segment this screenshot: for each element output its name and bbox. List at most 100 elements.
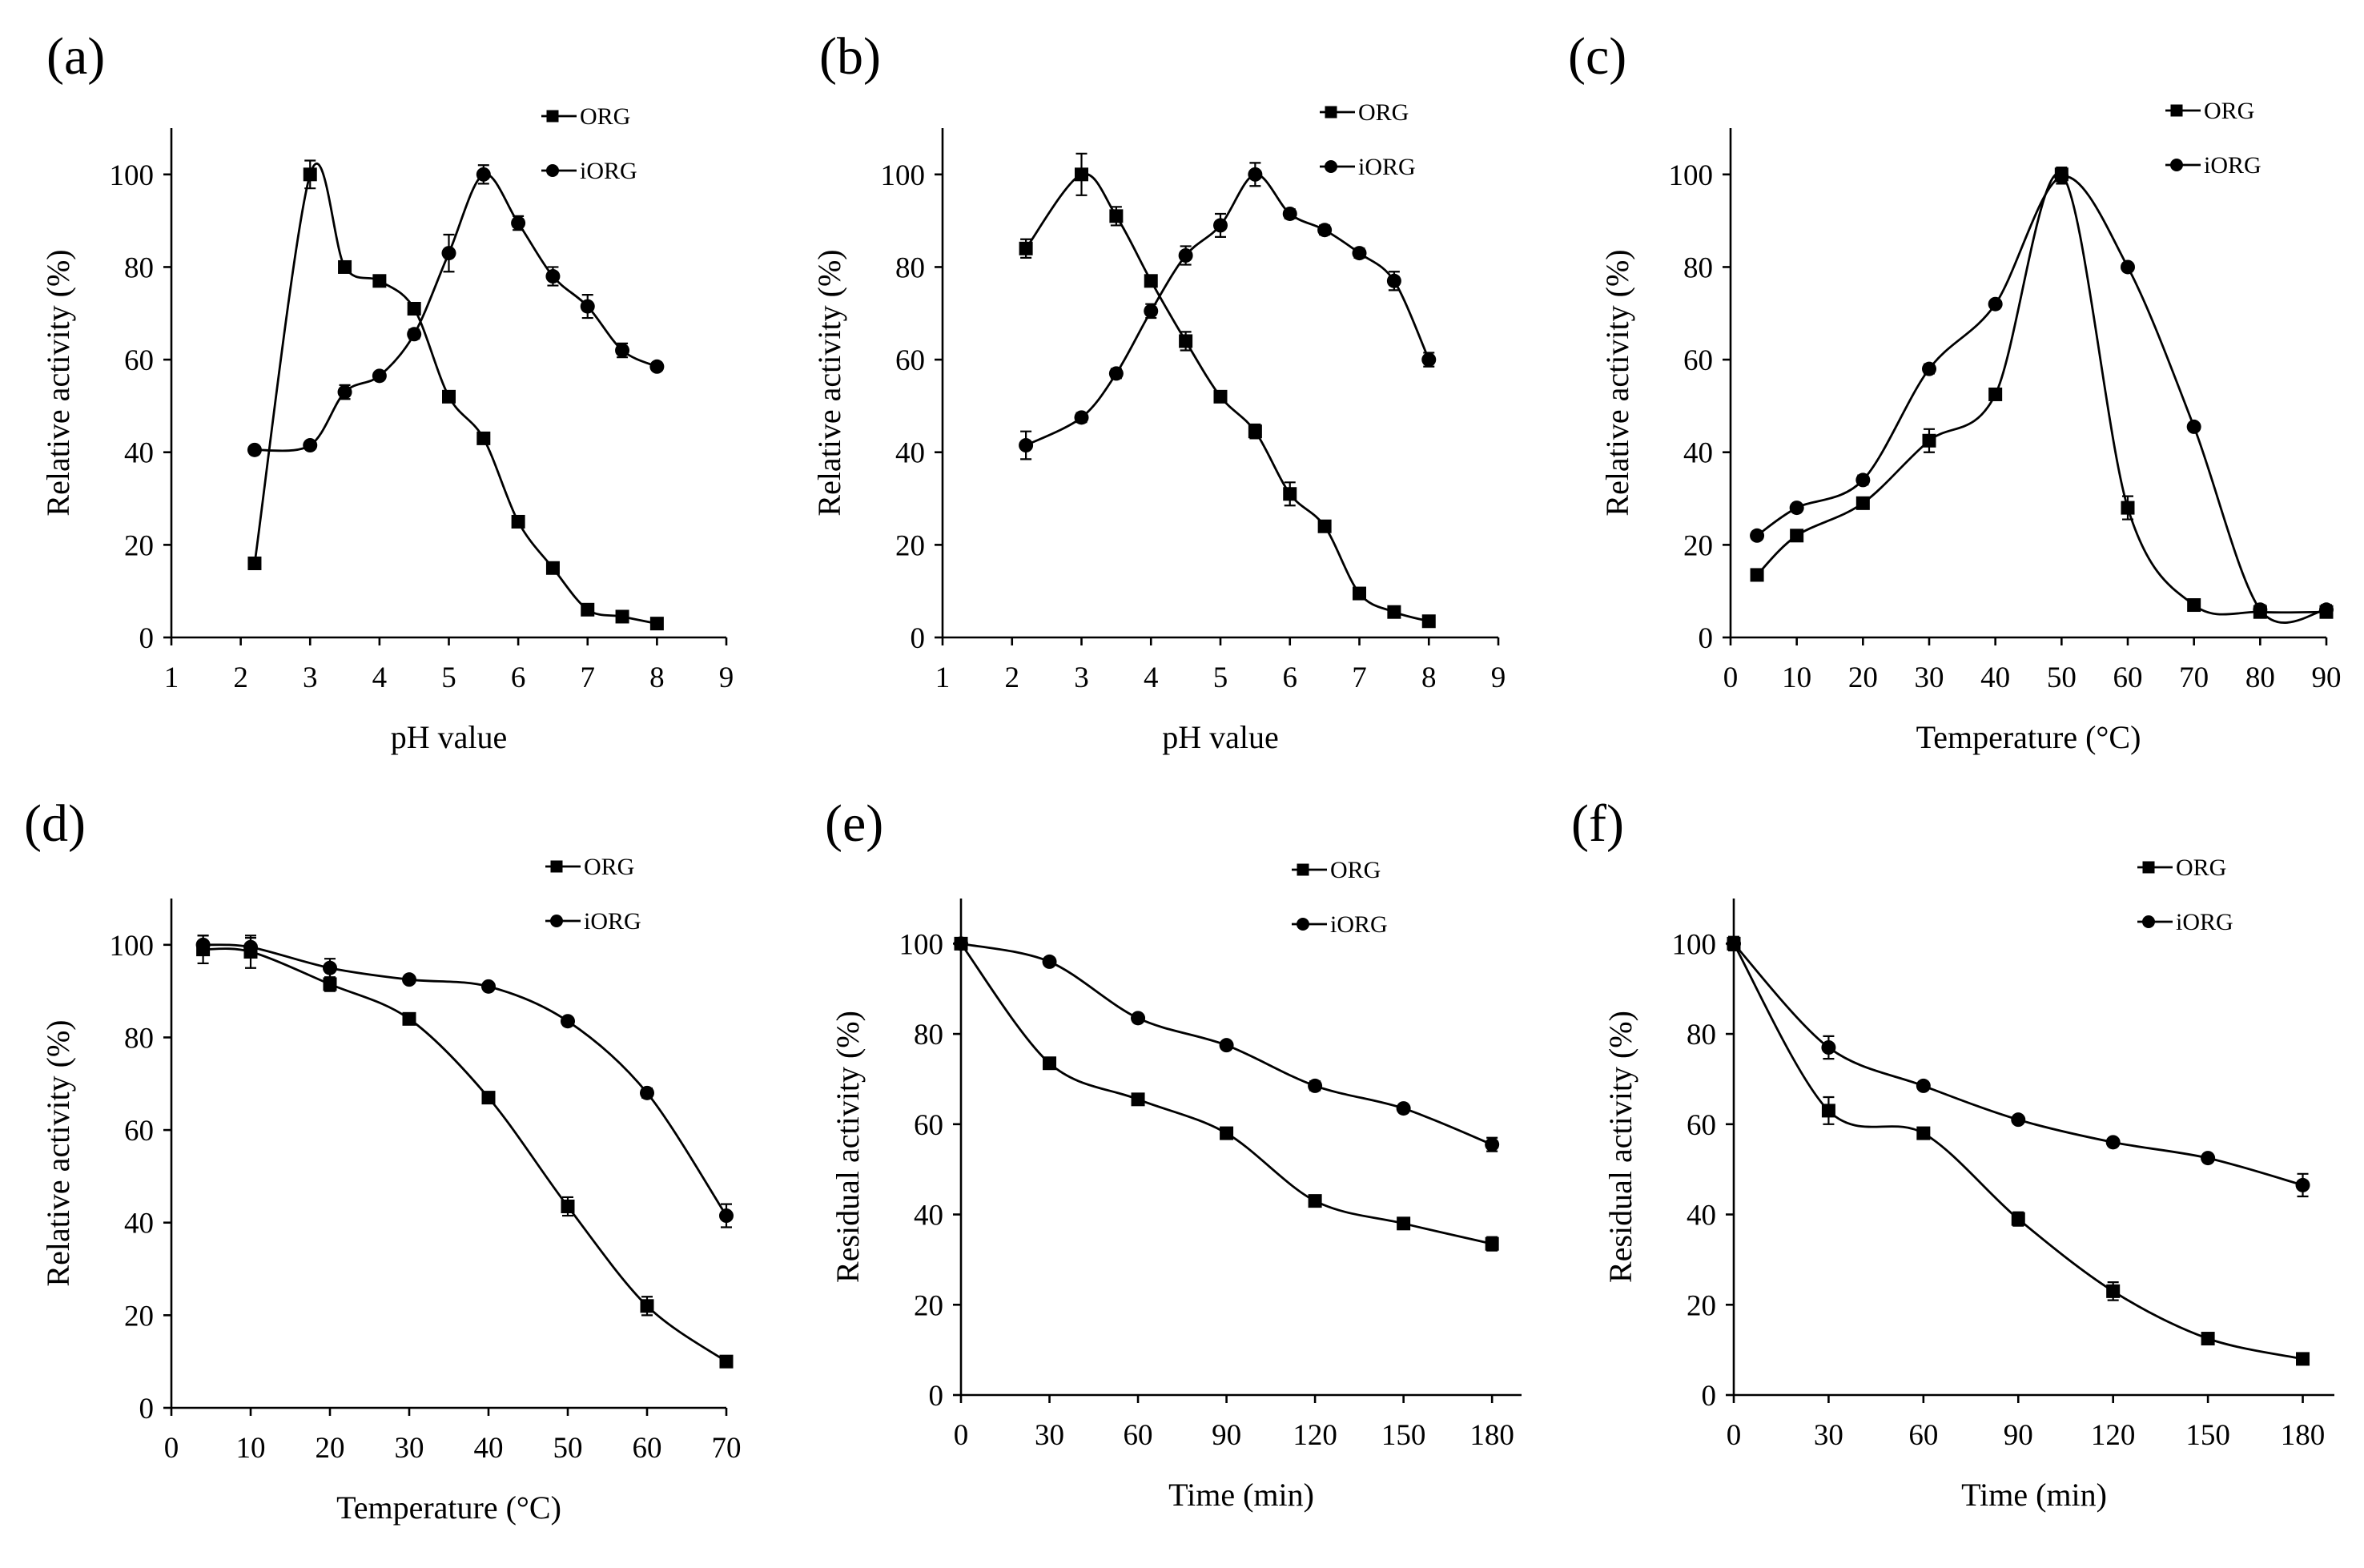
data-point bbox=[476, 167, 491, 182]
x-tick-label: 150 bbox=[1381, 1419, 1426, 1452]
chart-panel-e: (e) 0 20 40 60 80 100 0 30 60 90 120 150 180 Time (min… bbox=[825, 794, 1522, 1513]
data-point bbox=[1074, 410, 1089, 425]
x-tick-label: 3 bbox=[1074, 661, 1089, 694]
y-tick-label: 100 bbox=[1672, 928, 1717, 961]
legend-marker bbox=[2170, 159, 2183, 171]
data-point bbox=[1988, 296, 2003, 312]
x-tick-label: 60 bbox=[1124, 1419, 1153, 1452]
data-point bbox=[2295, 1177, 2310, 1192]
y-tick-label: 100 bbox=[110, 159, 155, 192]
data-point bbox=[1386, 273, 1401, 288]
legend-label: ORG bbox=[1330, 857, 1381, 883]
x-axis-label: Time (min) bbox=[1168, 1477, 1314, 1513]
x-tick-label: 30 bbox=[1814, 1419, 1843, 1452]
series-line bbox=[203, 943, 728, 1216]
data-point bbox=[2106, 1284, 2121, 1298]
legend-entry: iORG bbox=[1292, 911, 1388, 938]
series-line bbox=[1756, 175, 2327, 624]
data-point bbox=[323, 977, 337, 991]
data-point bbox=[719, 1208, 734, 1224]
data-point bbox=[372, 368, 387, 384]
data-point bbox=[545, 269, 561, 284]
x-tick-label: 10 bbox=[236, 1432, 266, 1465]
data-point bbox=[407, 327, 422, 342]
data-point bbox=[719, 1354, 734, 1369]
data-point bbox=[402, 1011, 416, 1026]
legend-label: iORG bbox=[584, 908, 641, 935]
data-point bbox=[2253, 602, 2268, 617]
x-tick-label: 8 bbox=[649, 661, 665, 694]
x-tick-label: 90 bbox=[2312, 661, 2342, 694]
data-point bbox=[640, 1085, 654, 1100]
series-org bbox=[247, 159, 664, 631]
legend-marker bbox=[550, 915, 563, 927]
y-tick-label: 40 bbox=[895, 437, 925, 470]
data-point bbox=[1075, 167, 1088, 182]
x-tick-label: 0 bbox=[1727, 1419, 1742, 1452]
data-point bbox=[1855, 472, 1871, 488]
y-tick-label: 20 bbox=[914, 1289, 943, 1322]
x-tick-label: 0 bbox=[1723, 661, 1739, 694]
series-org bbox=[1750, 167, 2334, 619]
data-point bbox=[1485, 1236, 1499, 1251]
legend-label: iORG bbox=[1358, 154, 1416, 180]
data-point bbox=[338, 259, 352, 274]
y-tick-label: 40 bbox=[124, 1208, 154, 1240]
x-tick-label: 70 bbox=[712, 1432, 742, 1465]
data-point bbox=[2296, 1352, 2310, 1366]
data-point bbox=[1317, 223, 1333, 238]
data-point bbox=[2121, 501, 2135, 515]
data-point bbox=[561, 1014, 575, 1029]
data-point bbox=[1131, 1011, 1146, 1026]
data-point bbox=[243, 939, 258, 955]
data-point bbox=[1790, 529, 1804, 543]
data-point bbox=[2054, 169, 2069, 184]
y-tick-label: 40 bbox=[124, 437, 154, 470]
data-point bbox=[2011, 1212, 2025, 1226]
y-tick-label: 40 bbox=[914, 1200, 943, 1232]
legend-label: iORG bbox=[580, 158, 637, 184]
data-point bbox=[303, 167, 317, 182]
chart-panel-f: (f) 0 20 40 60 80 100 0 30 60 90 120 150 180 Time (min… bbox=[1571, 794, 2334, 1513]
data-point bbox=[247, 442, 262, 457]
data-point bbox=[1397, 1216, 1411, 1231]
data-point bbox=[1043, 1056, 1057, 1071]
chart-panel-a: (a) 0 20 40 60 80 100 1 2 3 4 5 6 7 8 9 pH value Relative… bbox=[40, 27, 734, 755]
x-tick-label: 80 bbox=[2245, 661, 2275, 694]
legend-entry: ORG bbox=[2165, 98, 2254, 124]
data-point bbox=[195, 937, 211, 952]
panel-label: (e) bbox=[825, 794, 883, 853]
panel-label: (b) bbox=[819, 27, 881, 86]
y-tick-label: 0 bbox=[1699, 622, 1714, 655]
data-point bbox=[2319, 602, 2334, 617]
data-point bbox=[337, 384, 352, 400]
data-point bbox=[1220, 1126, 1234, 1140]
y-tick-label: 20 bbox=[124, 529, 154, 562]
series-line bbox=[1732, 943, 2303, 1187]
x-tick-label: 90 bbox=[1212, 1419, 1241, 1452]
data-point bbox=[1179, 334, 1193, 348]
x-tick-label: 50 bbox=[553, 1432, 583, 1465]
data-point bbox=[1727, 936, 1741, 951]
legend-label: ORG bbox=[1358, 99, 1409, 126]
x-tick-label: 9 bbox=[1491, 661, 1506, 694]
x-tick-label: 6 bbox=[511, 661, 526, 694]
x-axis-label: Temperature (°C) bbox=[1916, 719, 2141, 755]
data-point bbox=[2011, 1112, 2026, 1128]
y-tick-label: 80 bbox=[124, 1022, 154, 1055]
data-point bbox=[476, 431, 491, 445]
data-point bbox=[2105, 1135, 2121, 1150]
y-axis-label: Relative activity (%) bbox=[40, 1019, 76, 1286]
data-point bbox=[407, 301, 421, 316]
series-org bbox=[954, 936, 1499, 1252]
legend-entry: ORG bbox=[1292, 857, 1381, 883]
data-point bbox=[372, 274, 387, 288]
legend-marker bbox=[1297, 918, 1309, 931]
legend-marker bbox=[2142, 915, 2155, 928]
data-point bbox=[1352, 246, 1367, 261]
x-tick-label: 20 bbox=[316, 1432, 345, 1465]
y-tick-label: 60 bbox=[1687, 1109, 1716, 1142]
data-point bbox=[2121, 259, 2135, 275]
legend-entry: ORG bbox=[541, 103, 630, 130]
data-point bbox=[1750, 568, 1764, 582]
